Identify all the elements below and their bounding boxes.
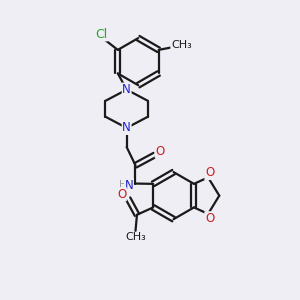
Text: O: O — [155, 145, 165, 158]
Text: N: N — [122, 83, 131, 96]
Text: Cl: Cl — [95, 28, 108, 41]
Text: H: H — [119, 180, 127, 190]
Text: O: O — [205, 167, 214, 179]
Text: O: O — [117, 188, 126, 201]
Text: N: N — [124, 178, 134, 191]
Text: CH₃: CH₃ — [171, 40, 192, 50]
Text: N: N — [122, 122, 131, 134]
Text: O: O — [205, 212, 214, 225]
Text: CH₃: CH₃ — [125, 232, 146, 242]
